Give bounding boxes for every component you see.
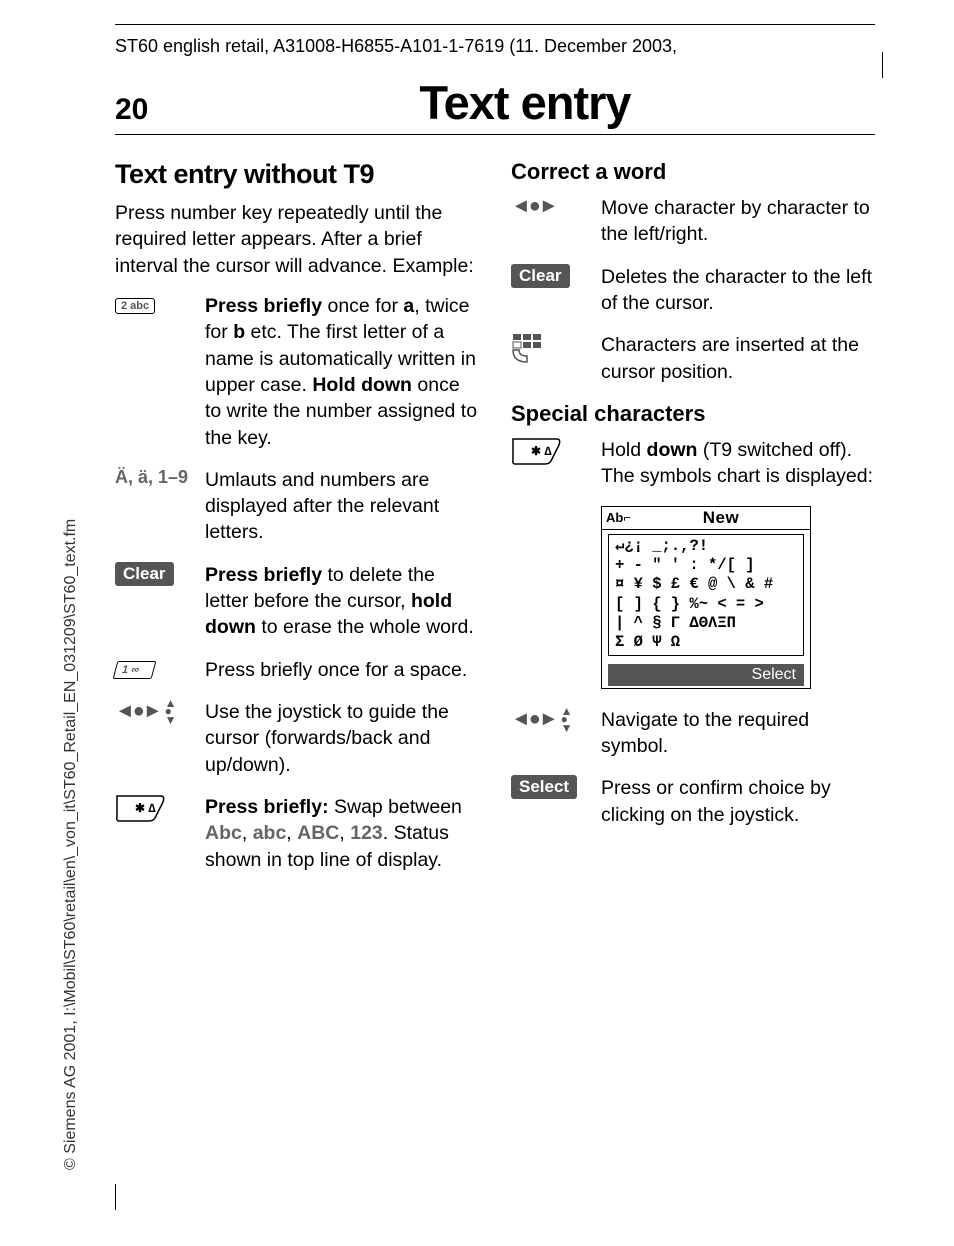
right-column: Correct a word ◄●► Move character by cha… — [511, 159, 875, 889]
entry-text: Press or confirm choice by clicking on t… — [601, 775, 875, 828]
entry-joystick-r: ◄●►▲●▼ Navigate to the required symbol. — [511, 707, 875, 760]
phone-softkey-select: Select — [608, 664, 804, 686]
umlaut-label: Ä, ä, 1–9 — [115, 467, 191, 546]
entry-clear-r: Clear Deletes the character to the left … — [511, 264, 875, 317]
entry-joy-lr: ◄●► Move character by character to the l… — [511, 195, 875, 248]
key-1-icon: 1 ∞ — [115, 657, 191, 683]
phone-body: ↵¿¡ _;.,?! + - " ' : */[ ] ¤ ¥ $ £ € @ \… — [602, 530, 810, 688]
entry-text: Move character by character to the left/… — [601, 195, 875, 248]
page-number: 20 — [115, 93, 175, 127]
header-path: ST60 english retail, A31008-H6855-A101-1… — [115, 36, 875, 57]
entry-text: Press briefly to delete the letter befor… — [205, 562, 479, 641]
entry-joystick: ◄●►▲●▼ Use the joystick to guide the cur… — [115, 699, 479, 778]
heading-no-t9: Text entry without T9 — [115, 159, 479, 190]
key-star-icon: ✱ ∆ — [115, 794, 191, 873]
entry-text: Press briefly once for a, twice for b et… — [205, 293, 479, 451]
left-column: Text entry without T9 Press number key r… — [115, 159, 479, 889]
entry-text: Characters are inserted at the cursor po… — [601, 332, 875, 385]
phone-mode-indicator: Ab⌐ — [606, 510, 636, 525]
entry-select: Select Press or confirm choice by clicki… — [511, 775, 875, 828]
crop-mark — [882, 52, 884, 78]
sidebar-filepath: © Siemens AG 2001, I:\Mobil\ST60\retail\… — [62, 519, 80, 1170]
joystick-icon: ◄●►▲●▼ — [511, 707, 587, 760]
key-star-icon: ✱ ∆ — [511, 437, 587, 490]
clear-button-icon: Clear — [115, 562, 191, 641]
entry-star: ✱ ∆ Press briefly: Swap between Abc, abc… — [115, 794, 479, 873]
svg-text:✱ ∆: ✱ ∆ — [135, 801, 156, 815]
intro-para: Press number key repeatedly until the re… — [115, 200, 479, 279]
phone-titlebar: Ab⌐ New — [602, 507, 810, 530]
crop-mark — [115, 1184, 117, 1210]
heading-correct: Correct a word — [511, 159, 875, 185]
entry-text: Use the joystick to guide the cursor (fo… — [205, 699, 479, 778]
entry-star-r: ✱ ∆ Hold down (T9 switched off). The sym… — [511, 437, 875, 490]
phone-title: New — [636, 508, 806, 528]
hash-key-icon — [511, 332, 587, 385]
entry-umlauts: Ä, ä, 1–9 Umlauts and numbers are displa… — [115, 467, 479, 546]
phone-screen: Ab⌐ New ↵¿¡ _;.,?! + - " ' : */[ ] ¤ ¥ $… — [601, 506, 811, 689]
crop-mark — [115, 24, 875, 26]
entry-key1: 1 ∞ Press briefly once for a space. — [115, 657, 479, 683]
page-content: ST60 english retail, A31008-H6855-A101-1… — [115, 36, 875, 889]
title-row: 20 Text entry — [115, 75, 875, 135]
svg-text:✱ ∆: ✱ ∆ — [531, 444, 552, 458]
joystick-icon: ◄●►▲●▼ — [115, 699, 191, 778]
joystick-lr-icon: ◄●► — [511, 195, 587, 248]
clear-button-icon: Clear — [511, 264, 587, 317]
entry-text: Press briefly: Swap between Abc, abc, AB… — [205, 794, 479, 873]
heading-special: Special characters — [511, 401, 875, 427]
select-button-icon: Select — [511, 775, 587, 828]
entry-key2: 2 abc Press briefly once for a, twice fo… — [115, 293, 479, 451]
entry-text: Hold down (T9 switched off). The symbols… — [601, 437, 875, 490]
entry-clear: Clear Press briefly to delete the letter… — [115, 562, 479, 641]
page-title: Text entry — [175, 75, 875, 130]
entry-text: Navigate to the required symbol. — [601, 707, 875, 760]
entry-text: Deletes the character to the left of the… — [601, 264, 875, 317]
entry-text: Press briefly once for a space. — [205, 657, 479, 683]
entry-hash: Characters are inserted at the cursor po… — [511, 332, 875, 385]
entry-text: Umlauts and numbers are displayed after … — [205, 467, 479, 546]
symbols-chart: ↵¿¡ _;.,?! + - " ' : */[ ] ¤ ¥ $ £ € @ \… — [608, 534, 804, 656]
key-2abc-icon: 2 abc — [115, 293, 191, 451]
